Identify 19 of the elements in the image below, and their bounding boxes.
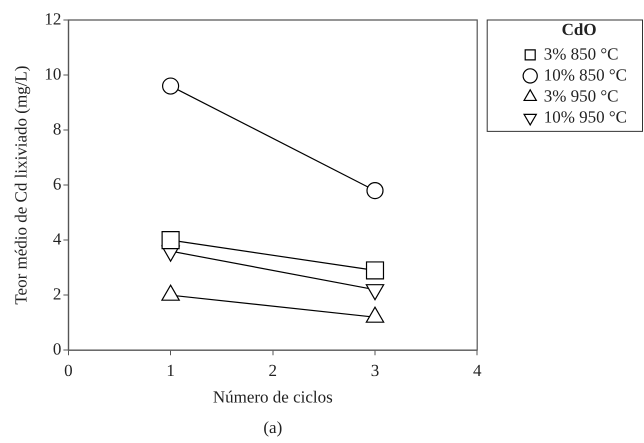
- legend-label: 3% 850 °C: [544, 44, 619, 64]
- y-axis-title: Teor médio de Cd lixiviado (mg/L): [12, 66, 31, 305]
- legend-label: 10% 850 °C: [544, 65, 628, 84]
- legend-label: 10% 950 °C: [544, 107, 628, 126]
- x-tick-label: 3: [370, 360, 380, 380]
- x-tick-label: 1: [166, 360, 175, 380]
- legend-label: 3% 950 °C: [544, 86, 619, 106]
- y-tick-label: 4: [52, 230, 62, 249]
- y-tick-label: 10: [44, 64, 62, 84]
- x-axis-title: Número de ciclos: [212, 387, 333, 406]
- y-tick-label: 12: [44, 9, 62, 28]
- text: (a): [263, 418, 282, 437]
- y-tick-label: 6: [52, 174, 62, 194]
- y-tick-label: 0: [52, 340, 62, 359]
- y-tick-label: 2: [52, 284, 62, 304]
- x-tick-label: 2: [268, 360, 278, 380]
- legend-title: CdO: [562, 20, 597, 39]
- x-tick-label: 4: [472, 360, 482, 380]
- y-tick-label: 8: [52, 120, 62, 139]
